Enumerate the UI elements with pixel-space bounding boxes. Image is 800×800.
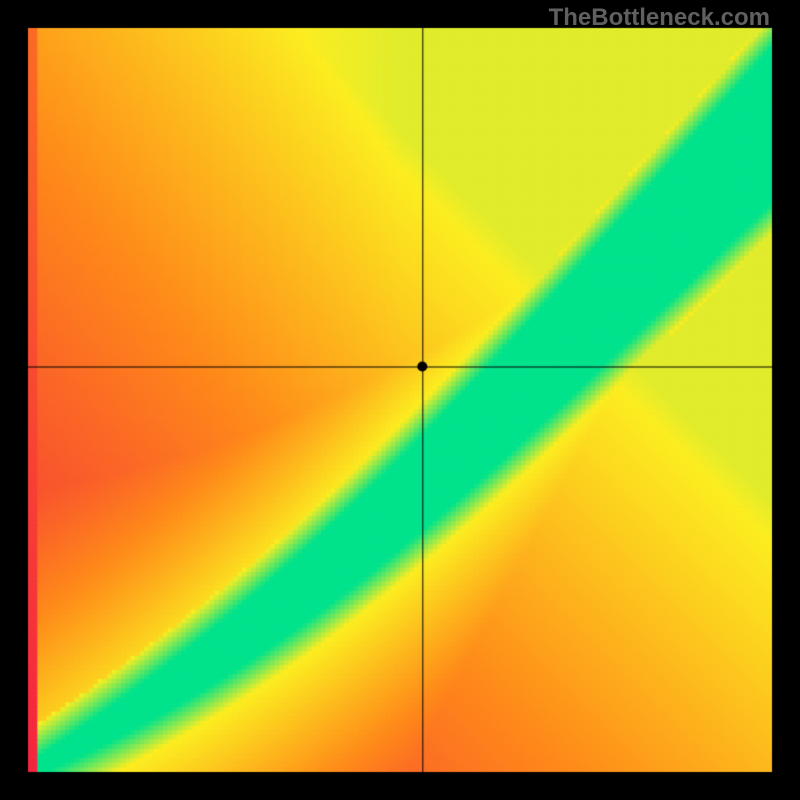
chart-container: TheBottleneck.com [0, 0, 800, 800]
bottleneck-heatmap [0, 0, 800, 800]
watermark-text: TheBottleneck.com [549, 4, 770, 32]
